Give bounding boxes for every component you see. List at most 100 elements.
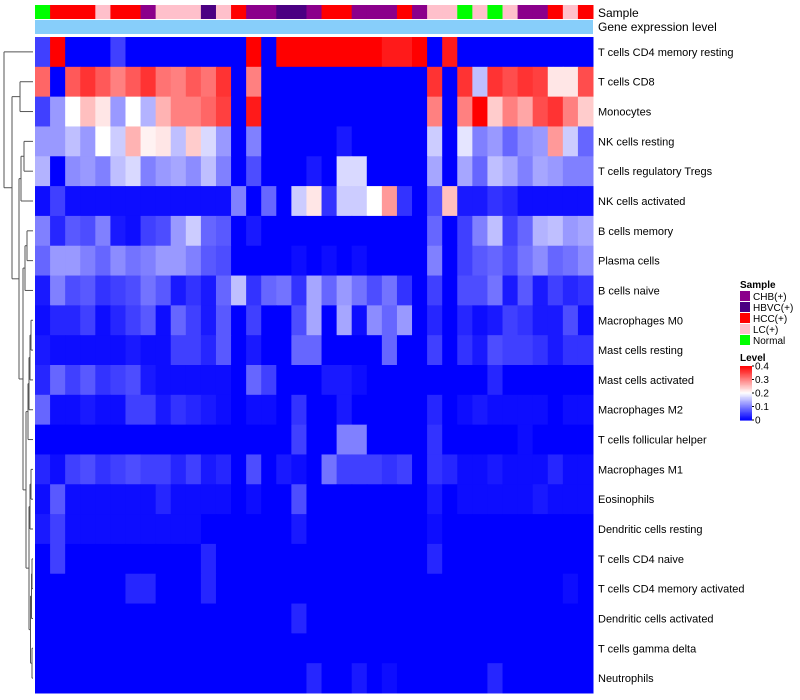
heatmap-cell <box>562 365 579 396</box>
heatmap-cell <box>336 543 353 575</box>
heatmap-cell <box>321 186 338 217</box>
sample-annotation-cell <box>351 5 368 19</box>
heatmap-cell <box>125 186 142 217</box>
heatmap-cell <box>110 275 126 306</box>
heatmap-cell <box>140 573 157 605</box>
heatmap-cell <box>562 394 579 426</box>
heatmap-cell <box>412 96 428 127</box>
heatmap-cell <box>321 305 338 336</box>
heatmap-cell <box>155 186 172 217</box>
heatmap-cell <box>80 573 96 605</box>
heatmap-cell <box>442 543 458 575</box>
heatmap-cell <box>95 305 111 336</box>
heatmap-cell <box>472 37 488 68</box>
heatmap-cell <box>396 663 413 694</box>
heatmap-cell <box>185 96 202 127</box>
heatmap-cell <box>502 603 519 634</box>
heatmap-cell <box>65 454 81 485</box>
sample-annotation-cell <box>170 5 187 19</box>
heatmap-cell <box>532 96 549 127</box>
row-label: Plasma cells <box>598 256 660 268</box>
heatmap-cell <box>577 543 594 575</box>
heatmap-cell <box>261 365 277 396</box>
heatmap-cell <box>80 215 96 247</box>
heatmap-cell <box>457 633 473 664</box>
heatmap-cell <box>200 543 217 575</box>
heatmap-cell <box>547 573 564 605</box>
level-tick-label: 0.2 <box>755 389 769 400</box>
heatmap-cell <box>231 365 247 396</box>
heatmap-cell <box>80 454 96 485</box>
heatmap-cell <box>547 186 564 217</box>
heatmap-cell <box>170 305 187 336</box>
heatmap-cell <box>95 633 111 664</box>
heatmap-cell <box>200 335 217 366</box>
heatmap-cell <box>547 37 564 68</box>
heatmap-cell <box>472 454 488 485</box>
heatmap-cell <box>246 275 262 306</box>
heatmap-cell <box>577 66 594 98</box>
heatmap-cell <box>140 663 157 694</box>
heatmap-cell <box>140 37 157 68</box>
legend-label: Normal <box>753 336 785 347</box>
heatmap-cell <box>246 573 262 605</box>
heatmap-cell <box>65 424 81 455</box>
heatmap-cell <box>140 603 157 634</box>
sample-annotation-bar <box>35 5 594 19</box>
heatmap-cell <box>65 484 81 515</box>
sample-annotation-cell <box>231 5 247 19</box>
heatmap-cell <box>276 394 292 426</box>
heatmap-cell <box>276 365 292 396</box>
heatmap-cell <box>110 126 126 157</box>
row-label: T cells CD8 <box>598 77 655 89</box>
row-label: T cells CD4 memory resting <box>598 47 734 59</box>
heatmap-cell <box>215 305 232 336</box>
heatmap-cell <box>502 424 519 455</box>
heatmap-cell <box>396 454 413 485</box>
heatmap-cell <box>291 484 307 515</box>
heatmap-cell <box>80 514 96 545</box>
heatmap-cell <box>532 66 549 98</box>
heatmap-cell <box>336 573 353 605</box>
level-gradient-step <box>740 397 752 399</box>
heatmap-cell <box>110 215 126 247</box>
heatmap-cell <box>517 424 534 455</box>
heatmap-cell <box>65 126 81 157</box>
sample-annotation-cell <box>276 5 292 19</box>
heatmap-cell <box>125 603 142 634</box>
heatmap-cell <box>427 37 443 68</box>
heatmap-cell <box>427 156 443 187</box>
heatmap-cell <box>231 275 247 306</box>
heatmap-cell <box>140 215 157 247</box>
heatmap-cell <box>80 96 96 127</box>
heatmap-cell <box>547 454 564 485</box>
heatmap-cell <box>381 394 398 426</box>
sample-annotation-cell <box>457 5 473 19</box>
heatmap-cell <box>155 37 172 68</box>
heatmap-cell <box>472 186 488 217</box>
heatmap-cell <box>155 454 172 485</box>
heatmap-cell <box>80 66 96 98</box>
sample-annotation-cell <box>321 5 338 19</box>
heatmap-cell <box>457 245 473 277</box>
heatmap-cell <box>351 96 368 127</box>
heatmap-cell <box>65 514 81 545</box>
heatmap-cell <box>215 245 232 277</box>
heatmap-cell <box>412 603 428 634</box>
heatmap-cell <box>577 394 594 426</box>
heatmap-cell <box>110 305 126 336</box>
heatmap-cell <box>95 37 111 68</box>
heatmap-cell <box>336 514 353 545</box>
heatmap-cell <box>170 365 187 396</box>
heatmap-cell <box>80 543 96 575</box>
sample-annotation-cell <box>110 5 126 19</box>
gene-expression-level-bar <box>35 20 593 34</box>
level-gradient-step <box>740 390 752 393</box>
heatmap-cell <box>427 603 443 634</box>
heatmap-cell <box>261 543 277 575</box>
heatmap-cell <box>276 454 292 485</box>
heatmap-cell <box>396 305 413 336</box>
heatmap-cell <box>170 394 187 426</box>
heatmap-cell <box>396 186 413 217</box>
level-gradient-step <box>740 406 752 409</box>
